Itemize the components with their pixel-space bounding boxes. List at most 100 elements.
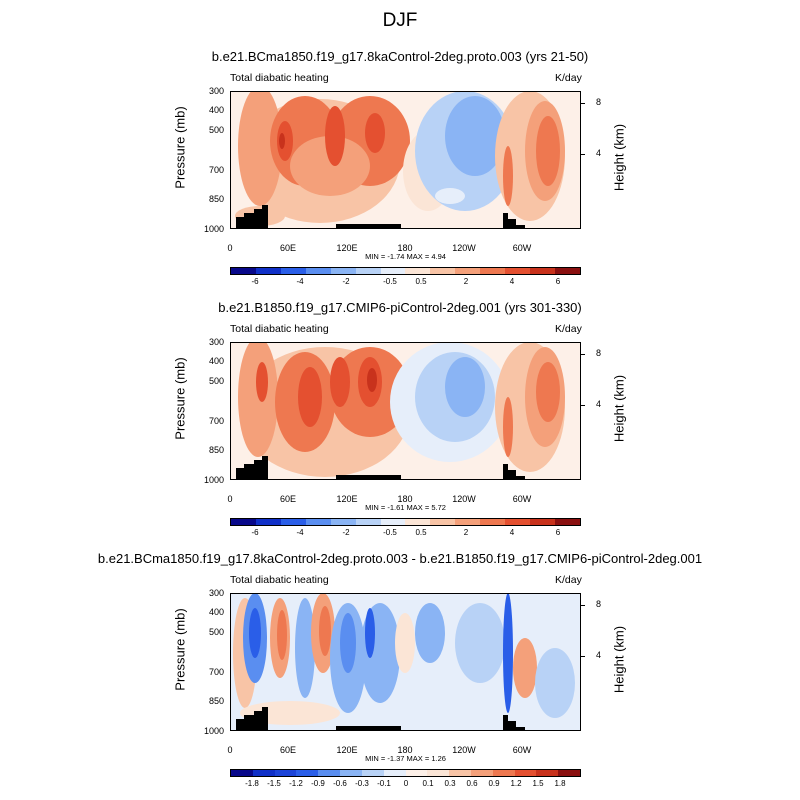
colorbar-label: 1.5 (532, 779, 544, 788)
y-tick-label: 300 (208, 86, 224, 96)
colorbar-label: 0.5 (415, 277, 427, 286)
colorbar (230, 769, 581, 777)
colorbar-label: -1.2 (289, 779, 303, 788)
y-tick-label: 1000 (203, 726, 224, 736)
y-tick-label: 300 (208, 337, 224, 347)
min-max-label: MIN = -1.74 MAX = 4.94 (365, 252, 446, 261)
colorbar-label: -0.1 (377, 779, 391, 788)
x-tick-label: 60E (279, 494, 296, 504)
units-label: K/day (555, 574, 582, 586)
colorbar-label: 0.6 (466, 779, 478, 788)
x-tick-label: 120W (452, 494, 476, 504)
y-tick-label: 1000 (203, 475, 224, 485)
x-tick-label: 180 (397, 745, 413, 755)
colorbar-label: 6 (555, 528, 561, 537)
colorbar-label: 0.9 (488, 779, 500, 788)
right-tick-label: 8 (596, 599, 602, 609)
colorbar-label: -6 (251, 528, 259, 537)
y-tick-label: 700 (208, 667, 224, 677)
y-tick-label: 400 (208, 105, 224, 115)
colorbar-label: 0.1 (422, 779, 434, 788)
y-tick-label: 850 (208, 696, 224, 706)
right-tick-label: 4 (596, 650, 602, 660)
y-tick-label: 850 (208, 194, 224, 204)
plot-frame (230, 91, 581, 229)
y-tick-label: 700 (208, 165, 224, 175)
x-tick-label: 60W (512, 494, 532, 504)
contour-fill-layer (238, 342, 565, 477)
x-tick-label: 60W (512, 243, 532, 253)
units-label: K/day (555, 72, 582, 84)
y-tick-label: 400 (208, 607, 224, 617)
y-tick-label: 500 (208, 376, 224, 386)
colorbar-label: 0.3 (444, 779, 456, 788)
right-tick-label: 8 (596, 97, 602, 107)
colorbar-label: -0.5 (383, 528, 397, 537)
colorbar-label: 6 (555, 277, 561, 286)
colorbar-label: -4 (296, 528, 304, 537)
colorbar-label: -0.5 (383, 277, 397, 286)
colorbar-label: -0.9 (311, 779, 325, 788)
field-label: Total diabatic heating (230, 574, 329, 586)
x-tick-label: 0 (227, 243, 233, 253)
colorbar-label: -2 (342, 528, 350, 537)
x-tick-label: 60E (279, 243, 296, 253)
y-axis-label: Pressure (mb) (172, 106, 188, 189)
field-label: Total diabatic heating (230, 72, 329, 84)
x-tick-label: 0 (227, 745, 233, 755)
colorbar (230, 518, 581, 526)
heatmap-plot (230, 593, 581, 731)
right-tick-label: 4 (596, 148, 602, 158)
right-axis-label: Height (km) (611, 374, 627, 443)
x-tick-label: 0 (227, 494, 233, 504)
colorbar (230, 267, 581, 275)
x-tick-label: 180 (397, 243, 413, 253)
min-max-label: MIN = -1.61 MAX = 5.72 (365, 503, 446, 512)
topography (236, 456, 525, 480)
x-tick-label: 120E (336, 494, 358, 504)
colorbar-label: 0 (403, 779, 409, 788)
plot-frame (230, 342, 581, 480)
x-tick-label: 60E (279, 745, 296, 755)
y-tick-label: 300 (208, 588, 224, 598)
right-axis-label: Height (km) (611, 123, 627, 192)
y-axis-label: Pressure (mb) (172, 608, 188, 691)
y-tick-label: 1000 (203, 224, 224, 234)
right-tick-label: 4 (596, 399, 602, 409)
x-tick-label: 120W (452, 745, 476, 755)
topography (236, 205, 525, 229)
plot-frame (230, 593, 581, 731)
colorbar-labels: -6 -4 -2 -0.5 0.5 2 4 6 (230, 277, 581, 289)
panel-title: b.e21.B1850.f19_g17.CMIP6-piControl-2deg… (218, 300, 582, 315)
y-tick-label: 850 (208, 445, 224, 455)
field-label: Total diabatic heating (230, 323, 329, 335)
heatmap-plot (230, 91, 581, 229)
colorbar-label: -0.3 (355, 779, 369, 788)
y-tick-label: 500 (208, 627, 224, 637)
colorbar-label: 4 (509, 277, 515, 286)
x-tick-label: 120E (336, 745, 358, 755)
colorbar-label: -6 (251, 277, 259, 286)
y-tick-label: 400 (208, 356, 224, 366)
colorbar-labels: -6 -4 -2 -0.5 0.5 2 4 6 (230, 528, 581, 540)
right-tick-label: 8 (596, 348, 602, 358)
y-axis-label: Pressure (mb) (172, 357, 188, 440)
topography (236, 707, 525, 731)
colorbar-label: 0.5 (415, 528, 427, 537)
x-tick-label: 120E (336, 243, 358, 253)
colorbar-labels: -1.8 -1.5 -1.2 -0.9 -0.6 -0.3 -0.1 0 0.1… (230, 779, 581, 791)
y-tick-label: 700 (208, 416, 224, 426)
colorbar-label: 4 (509, 528, 515, 537)
colorbar-label: -1.8 (245, 779, 259, 788)
colorbar-label: 1.8 (554, 779, 566, 788)
colorbar-label: -1.5 (267, 779, 281, 788)
colorbar-label: 1.2 (510, 779, 522, 788)
panel-title: b.e21.BCma1850.f19_g17.8kaControl-2deg.p… (97, 551, 703, 566)
panel-title: b.e21.BCma1850.f19_g17.8kaControl-2deg.p… (211, 49, 589, 64)
units-label: K/day (555, 323, 582, 335)
min-max-label: MIN = -1.37 MAX = 1.26 (365, 754, 446, 763)
right-axis-label: Height (km) (611, 625, 627, 694)
x-tick-label: 60W (512, 745, 532, 755)
colorbar-label: -4 (296, 277, 304, 286)
colorbar-label: 2 (463, 528, 469, 537)
